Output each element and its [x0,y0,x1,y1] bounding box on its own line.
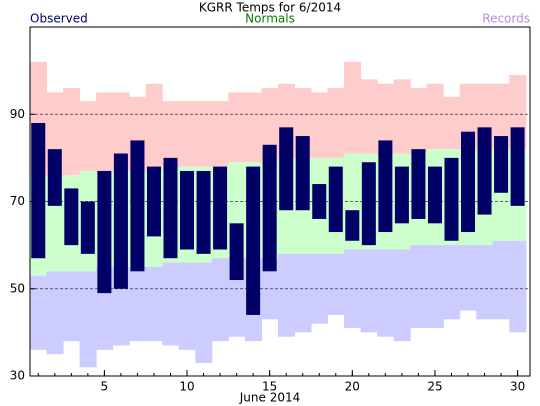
record-high-band [443,96,461,150]
record-low-band [476,245,494,320]
record-high-band [492,83,510,150]
record-low-band [393,249,411,342]
record-high-band [79,101,97,171]
x-tick-label: 15 [262,380,277,394]
record-low-band [30,275,48,350]
observed-bar [64,188,79,246]
observed-bar [47,149,62,206]
record-high-band [310,92,329,158]
observed-bar [180,170,195,250]
observed-bar [196,170,211,254]
record-low-band [443,245,461,320]
observed-bar [361,162,376,246]
record-low-band [129,266,147,342]
observed-bar [461,131,476,233]
record-high-band [112,92,130,171]
record-high-band [261,88,279,163]
y-tick-label: 30 [10,369,25,383]
legend-label: Normals [245,12,295,26]
record-high-band [410,88,428,154]
observed-bar [477,127,492,215]
record-high-band [426,83,444,150]
observed-bar [510,127,525,206]
observed-bar [213,166,228,250]
x-axis-label: June 2014 [239,391,301,405]
record-low-band [294,253,312,333]
record-high-band [244,92,262,163]
record-high-band [228,92,246,163]
observed-bar [312,184,327,219]
record-low-band [410,245,428,329]
observed-bar [31,122,46,259]
record-low-band [63,271,81,342]
observed-bar [378,140,393,233]
record-low-band [145,266,163,342]
observed-bar [97,170,112,294]
observed-bar [328,166,343,233]
x-tick-label: 10 [179,380,194,394]
record-high-band [63,88,81,176]
record-low-band [178,262,196,350]
observed-bar [163,157,178,259]
y-tick-label: 90 [10,107,25,121]
chart-title: KGRR Temps for 6/2014 [199,1,341,15]
record-low-band [360,249,378,333]
observed-bar [394,166,409,224]
x-tick-label: 5 [101,380,109,394]
record-low-band [261,258,279,320]
observed-bar [345,210,360,241]
record-low-band [79,271,97,368]
x-tick-label: 30 [510,380,525,394]
record-high-band [96,92,114,171]
observed-bar [262,144,277,272]
observed-bar [113,153,128,289]
observed-bar [427,166,442,224]
y-tick-label: 50 [10,281,25,295]
observed-bar [229,223,244,281]
observed-bar [80,201,95,254]
record-low-band [46,271,64,355]
record-low-band [459,245,477,311]
record-low-band [377,249,395,337]
y-tick-label: 70 [10,194,25,208]
record-low-band [509,240,527,333]
observed-bar [146,166,161,237]
record-low-band [310,253,329,324]
observed-bar [279,127,294,211]
observed-bar [411,149,426,219]
record-high-band [162,101,180,167]
record-low-band [195,262,213,363]
record-high-band [145,83,163,171]
observed-bar [130,140,145,272]
record-high-band [211,101,229,167]
record-low-band [277,253,295,337]
observed-bar [444,157,459,241]
observed-bar [246,166,261,315]
record-high-band [360,79,378,154]
record-low-band [211,258,229,342]
observed-bar [494,136,509,193]
x-tick-label: 20 [345,380,360,394]
record-high-band [195,101,213,167]
record-high-band [377,83,395,154]
legend-label: Observed [30,12,88,26]
record-high-band [393,79,411,154]
record-low-band [162,262,180,346]
x-tick-label: 25 [427,380,442,394]
record-low-band [492,240,510,320]
record-high-band [178,101,196,167]
legend-label: Records [482,12,530,26]
record-high-band [327,88,345,158]
observed-bar [295,136,310,211]
record-low-band [426,245,444,329]
record-low-band [327,253,345,315]
record-high-band [344,61,362,154]
